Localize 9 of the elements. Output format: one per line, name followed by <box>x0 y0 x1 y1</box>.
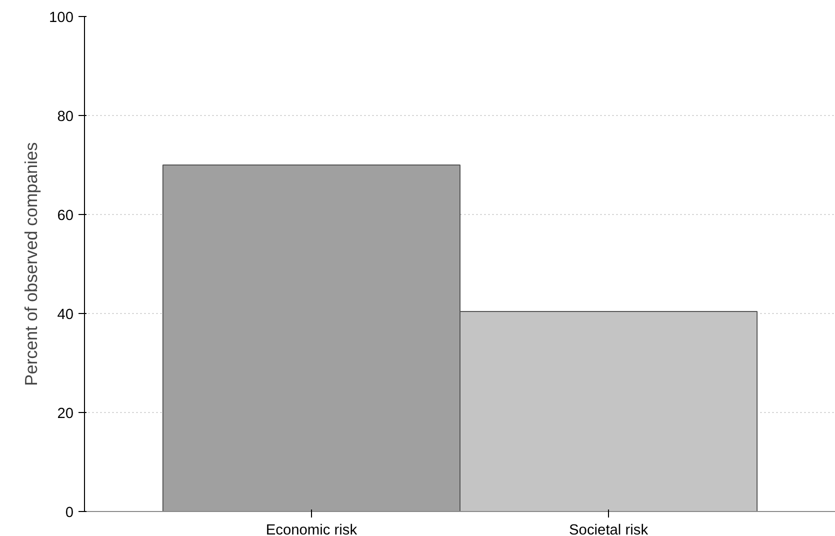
y-tick-label: 100 <box>49 10 74 26</box>
y-tick-label: 60 <box>57 208 74 224</box>
y-tick-label: 40 <box>57 307 74 323</box>
y-tick-label: 20 <box>57 406 74 422</box>
x-tick-label: Economic risk <box>266 522 358 536</box>
y-axis-title: Percent of observed companies <box>21 142 42 386</box>
y-tick-label: 80 <box>57 109 74 125</box>
x-tick-label: Societal risk <box>569 522 649 536</box>
y-tick-label: 0 <box>65 505 74 521</box>
